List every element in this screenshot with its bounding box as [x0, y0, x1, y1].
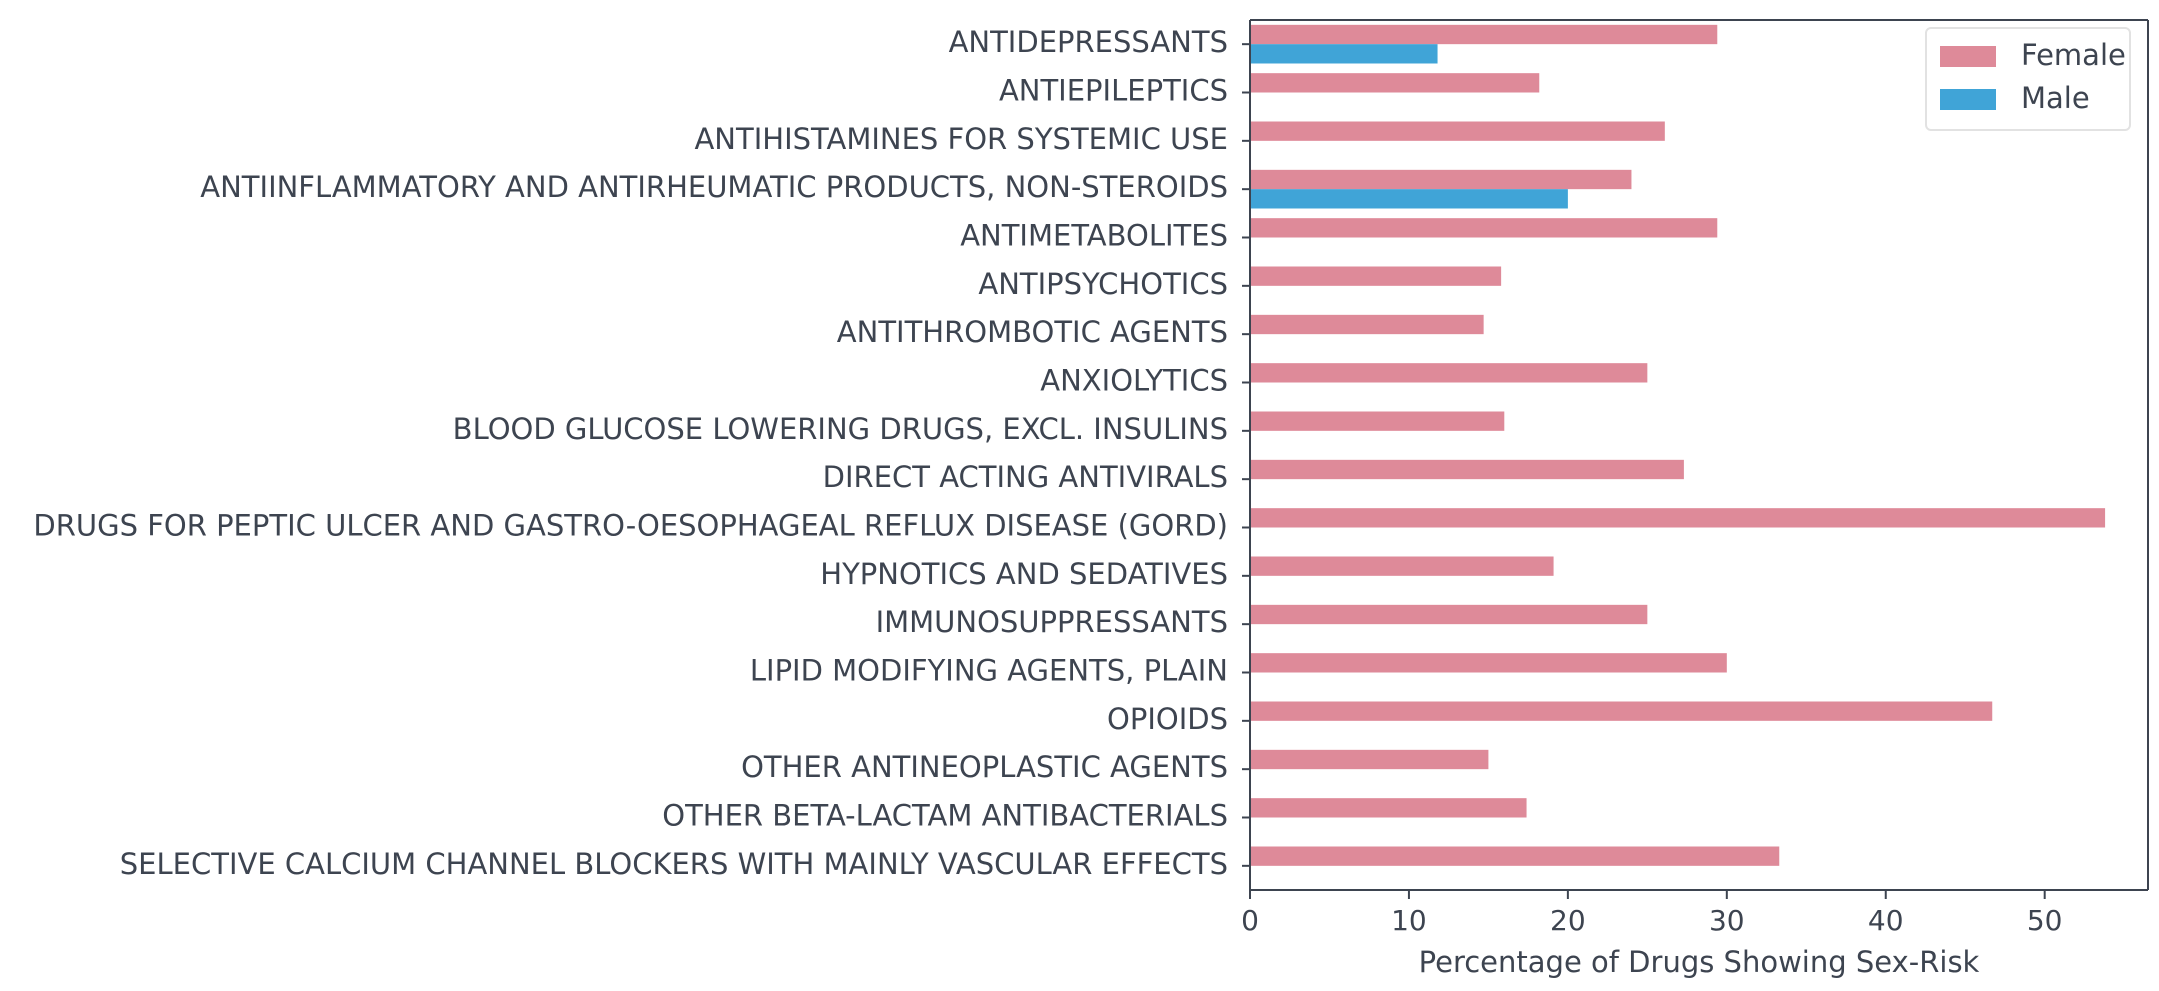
bar-female-2	[1250, 121, 1665, 141]
bar-female-4	[1250, 218, 1718, 238]
legend-swatch-male	[1940, 89, 1996, 110]
bar-female-16	[1250, 798, 1527, 818]
bar-female-6	[1250, 314, 1484, 335]
x-tick-label-5: 50	[2027, 904, 2063, 937]
x-axis-title: Percentage of Drugs Showing Sex-Risk	[1419, 945, 1980, 979]
category-label-15: OTHER ANTINEOPLASTIC AGENTS	[741, 750, 1228, 784]
legend-swatch-female	[1940, 46, 1996, 67]
bar-female-1	[1250, 73, 1540, 93]
x-tick-label-1: 10	[1391, 904, 1427, 937]
category-label-16: OTHER BETA-LACTAM ANTIBACTERIALS	[662, 799, 1228, 833]
x-tick-label-2: 20	[1550, 904, 1586, 937]
bar-female-9	[1250, 459, 1684, 480]
category-label-14: OPIOIDS	[1107, 702, 1228, 736]
category-label-7: ANXIOLYTICS	[1040, 364, 1228, 398]
bar-female-15	[1250, 749, 1489, 770]
category-label-9: DIRECT ACTING ANTIVIRALS	[823, 460, 1228, 494]
category-label-6: ANTITHROMBOTIC AGENTS	[837, 315, 1228, 349]
bar-female-13	[1250, 653, 1727, 673]
category-label-11: HYPNOTICS AND SEDATIVES	[820, 557, 1228, 591]
legend-label-female: Female	[2021, 38, 2126, 72]
bar-female-17	[1250, 846, 1780, 866]
category-label-0: ANTIDEPRESSANTS	[949, 25, 1228, 59]
bar-male-3	[1250, 189, 1568, 209]
category-label-12: IMMUNOSUPPRESSANTS	[876, 605, 1228, 639]
bar-female-11	[1250, 556, 1554, 576]
category-label-1: ANTIEPILEPTICS	[999, 74, 1228, 108]
category-label-2: ANTIHISTAMINES FOR SYSTEMIC USE	[694, 122, 1228, 156]
category-label-17: SELECTIVE CALCIUM CHANNEL BLOCKERS WITH …	[120, 847, 1228, 881]
bar-male-0	[1250, 44, 1438, 64]
bar-female-12	[1250, 604, 1648, 625]
category-label-13: LIPID MODIFYING AGENTS, PLAIN	[750, 654, 1228, 688]
legend-label-male: Male	[2021, 81, 2090, 115]
category-label-10: DRUGS FOR PEPTIC ULCER AND GASTRO-OESOPH…	[33, 509, 1228, 543]
bar-female-10	[1250, 508, 2106, 528]
bar-female-5	[1250, 266, 1502, 286]
category-label-5: ANTIPSYCHOTICS	[978, 267, 1228, 301]
x-tick-label-0: 0	[1241, 904, 1259, 937]
bar-female-7	[1250, 363, 1648, 383]
bar-female-3	[1250, 169, 1632, 190]
category-label-3: ANTIINFLAMMATORY AND ANTIRHEUMATIC PRODU…	[200, 170, 1228, 204]
bar-female-14	[1250, 701, 1993, 721]
category-label-8: BLOOD GLUCOSE LOWERING DRUGS, EXCL. INSU…	[453, 412, 1228, 446]
x-tick-label-3: 30	[1709, 904, 1745, 937]
bar-female-0	[1250, 24, 1718, 45]
category-label-4: ANTIMETABOLITES	[960, 219, 1228, 253]
x-tick-label-4: 40	[1868, 904, 1904, 937]
bar-female-8	[1250, 411, 1505, 431]
